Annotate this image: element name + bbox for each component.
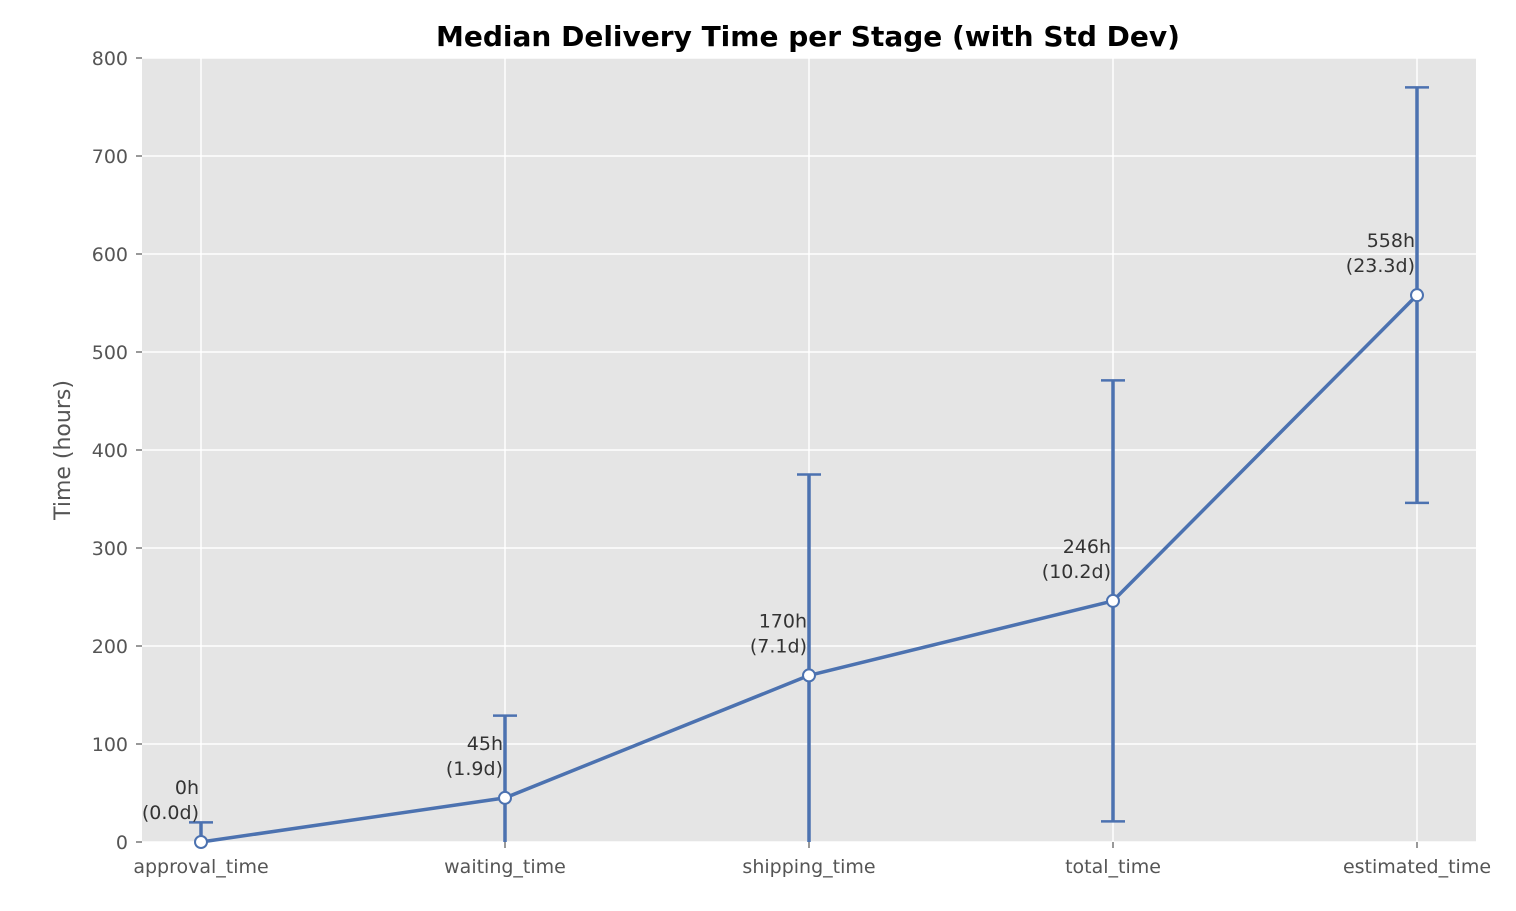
data-label-days: (0.0d) xyxy=(142,802,199,824)
y-axis-label: Time (hours) xyxy=(51,380,76,521)
data-label-hours: 45h xyxy=(467,733,503,755)
data-label-hours: 0h xyxy=(175,777,199,799)
data-point xyxy=(1106,593,1120,608)
y-tick-label: 800 xyxy=(92,48,128,70)
y-tick-label: 300 xyxy=(92,538,128,560)
data-label-hours: 246h xyxy=(1063,536,1111,558)
x-tick-label: approval_time xyxy=(133,856,268,878)
y-tick-label: 600 xyxy=(92,244,128,266)
data-markers xyxy=(194,288,1424,849)
data-point xyxy=(802,668,816,683)
error-bar xyxy=(493,714,517,842)
y-tick-label: 500 xyxy=(92,342,128,364)
data-labels: 0h (0.0d) 45h (1.9d) 170h (7.1d) 246h (10.2d) 55… xyxy=(142,230,1415,824)
y-tick-label: 700 xyxy=(92,146,128,168)
data-label-hours: 558h xyxy=(1367,230,1415,252)
data-label-days: (10.2d) xyxy=(1042,561,1111,583)
y-tick-label: 400 xyxy=(92,440,128,462)
data-point xyxy=(498,790,512,805)
x-tick-label: shipping_time xyxy=(742,856,875,878)
error-bar xyxy=(797,473,821,842)
y-tick-label: 200 xyxy=(92,636,128,658)
data-point xyxy=(1410,288,1424,303)
chart-title: Median Delivery Time per Stage (with Std… xyxy=(436,20,1180,53)
y-tick-label: 100 xyxy=(92,734,128,756)
data-label-days: (23.3d) xyxy=(1346,255,1415,277)
x-tick-label: total_time xyxy=(1065,856,1161,878)
y-tick-label: 0 xyxy=(116,832,128,854)
x-tick-label: waiting_time xyxy=(444,856,566,878)
data-label-hours: 170h xyxy=(759,610,807,632)
data-label-days: (1.9d) xyxy=(446,758,503,780)
data-label-days: (7.1d) xyxy=(750,635,807,657)
axis-ticks: 0 100 200 300 400 500 600 700 800 approval_time wa… xyxy=(92,48,1491,878)
x-tick-label: estimated_time xyxy=(1343,856,1491,878)
data-point xyxy=(194,835,208,849)
